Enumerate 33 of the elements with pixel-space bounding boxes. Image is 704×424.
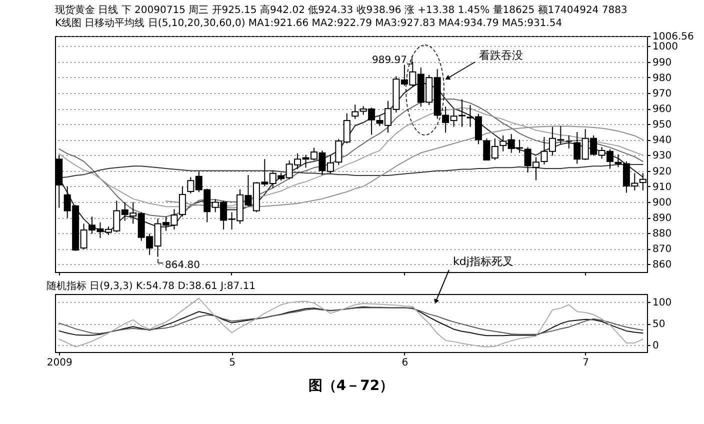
y-tick-label: 890	[652, 213, 672, 224]
chart-title: 随机指标 日(9,3,3) K:54.78 D:38.61 J:87.11	[46, 280, 256, 292]
annotation: 864.80	[165, 260, 200, 271]
y-tick-label: 940	[652, 135, 672, 146]
x-tick-label: 7	[582, 358, 590, 368]
y-tick-label: 910	[652, 182, 672, 193]
y-tick-label: 1000	[652, 42, 678, 53]
y-tick-label: 920	[652, 166, 672, 178]
y-tick-label: 1006.56	[652, 32, 694, 42]
y-tick-label: 990	[652, 57, 672, 68]
chart-subtitle: K线图 日移动平均线 日(5,10,20,30,60,0) MA1:921.66 MA2:922.79 MA3:927.83 MA4:934.79 MA5:931.54	[55, 17, 562, 29]
annotation: 看跌吞没	[479, 49, 523, 62]
y-tick-label: 980	[652, 72, 672, 84]
line-series	[58, 298, 644, 348]
candlestick	[565, 134, 572, 150]
x-tick-label: 2009	[46, 358, 72, 368]
y-tick-label: 930	[652, 150, 672, 162]
y-tick-label: 880	[652, 228, 672, 240]
y-tick-label: 0	[652, 340, 659, 352]
chart-title: 现货黄金 日线 下 20090715 周三 开925.15 高942.02 低924.33 收938.96 涨 +13.38 1.45% 量18625 额17404924 7883	[55, 4, 628, 16]
y-tick-label: 900	[652, 197, 672, 208]
y-tick-label: 50	[652, 319, 666, 330]
y-tick-label: 970	[652, 88, 672, 100]
y-tick-label: 100	[652, 298, 672, 309]
text: 图（4－72）	[308, 378, 394, 394]
x-tick-label: 5	[229, 358, 236, 368]
annotation: 989.97	[372, 55, 407, 66]
y-tick-label: 870	[652, 244, 672, 256]
y-tick-label: 860	[652, 260, 672, 271]
x-tick-label: 6	[402, 358, 408, 368]
y-tick-label: 960	[652, 104, 672, 115]
y-tick-label: 950	[652, 120, 672, 131]
annotation: kdj指标死叉	[453, 255, 514, 268]
